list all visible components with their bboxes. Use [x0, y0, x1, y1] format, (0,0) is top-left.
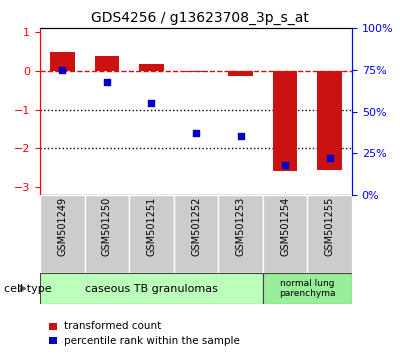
Point [237, 134, 244, 139]
Bar [50, 52, 74, 71]
Bar [40, 195, 84, 273]
Bar [273, 71, 297, 171]
Bar [49, 323, 57, 330]
Bar [174, 195, 218, 273]
Bar [318, 71, 342, 170]
Point [326, 155, 333, 161]
Text: GSM501252: GSM501252 [191, 197, 201, 256]
Bar [263, 273, 352, 304]
Text: GSM501250: GSM501250 [102, 197, 112, 256]
Bar [308, 195, 352, 273]
Text: GSM501249: GSM501249 [57, 197, 67, 256]
Text: GSM501254: GSM501254 [280, 197, 290, 256]
Text: caseous TB granulomas: caseous TB granulomas [85, 284, 218, 293]
Text: transformed count: transformed count [64, 321, 161, 331]
Bar [40, 273, 263, 304]
Bar [139, 64, 164, 71]
Text: cell type: cell type [4, 284, 52, 293]
Bar [84, 195, 129, 273]
Bar [184, 71, 208, 72]
Bar [263, 195, 308, 273]
Text: normal lung
parenchyma: normal lung parenchyma [279, 279, 336, 298]
Point [59, 67, 66, 73]
Point [104, 79, 110, 84]
Point [282, 162, 288, 167]
Text: GSM501255: GSM501255 [325, 197, 335, 256]
Bar [218, 195, 263, 273]
Bar [94, 56, 119, 71]
Bar [129, 195, 174, 273]
Text: percentile rank within the sample: percentile rank within the sample [64, 336, 240, 346]
Text: GSM501251: GSM501251 [146, 197, 156, 256]
Text: GSM501253: GSM501253 [236, 197, 246, 256]
Bar [49, 337, 57, 344]
Bar [228, 71, 253, 75]
Text: GDS4256 / g13623708_3p_s_at: GDS4256 / g13623708_3p_s_at [91, 11, 309, 25]
Point [193, 130, 199, 136]
Point [148, 101, 155, 106]
